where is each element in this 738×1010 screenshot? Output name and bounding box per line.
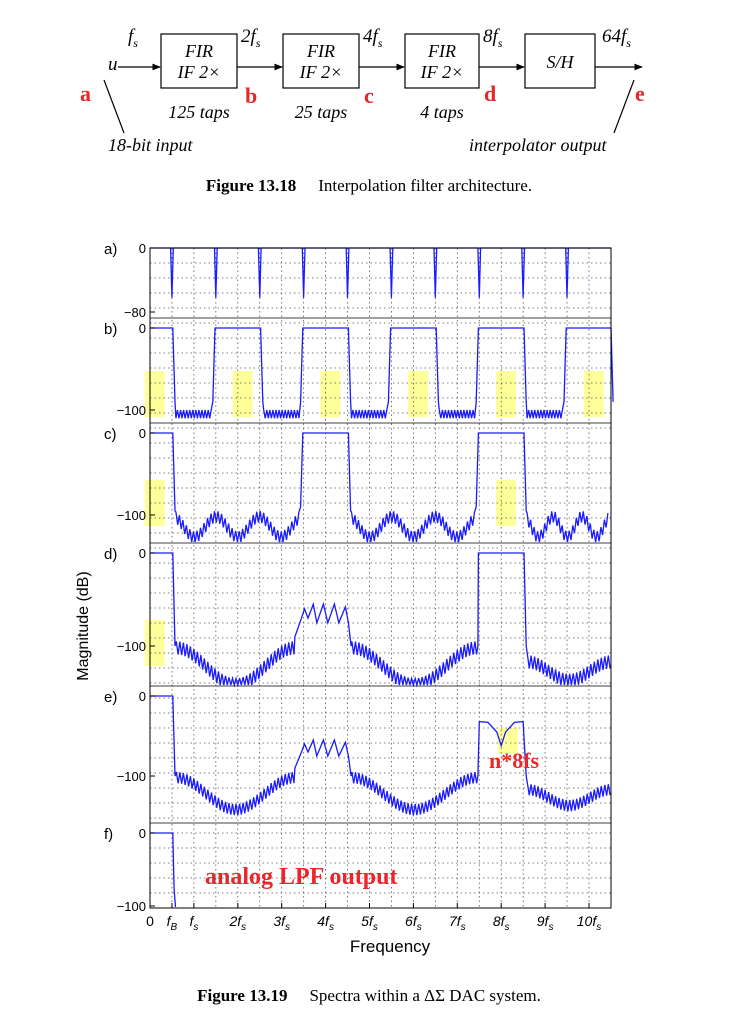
fir-block-2-subtitle: IF 2× bbox=[299, 62, 343, 82]
sample-hold-block bbox=[524, 33, 596, 89]
output-description: interpolator output bbox=[469, 135, 608, 155]
x-tick-label: 6fs bbox=[405, 913, 422, 933]
y-tick-label: −100 bbox=[117, 403, 146, 418]
fir-block-3-title: FIR bbox=[427, 41, 456, 61]
image-highlight bbox=[495, 371, 516, 417]
image-highlight bbox=[583, 371, 604, 417]
y-tick-label: 0 bbox=[139, 426, 146, 441]
panel-label: a) bbox=[104, 241, 117, 258]
y-tick-label: −100 bbox=[117, 769, 146, 784]
panel-label: e) bbox=[104, 689, 117, 706]
x-tick-label: 5fs bbox=[361, 913, 378, 933]
fir-block-2-taps: 25 taps bbox=[295, 102, 348, 122]
sample-hold-title: S/H bbox=[547, 52, 575, 72]
input-description: 18-bit input bbox=[108, 135, 193, 155]
y-tick-label: −100 bbox=[117, 508, 146, 523]
analog-lpf-annotation: analog LPF output bbox=[205, 864, 397, 890]
x-axis-title: Frequency bbox=[350, 937, 431, 956]
rate-label-3: 4fs bbox=[363, 26, 383, 50]
y-axis-title: Magnitude (dB) bbox=[75, 571, 92, 680]
spectrum-trace bbox=[150, 552, 611, 688]
plot-frame bbox=[149, 247, 612, 909]
image-highlight bbox=[144, 620, 165, 666]
x-tick-label: 4fs bbox=[317, 913, 334, 933]
x-tick-label: fB bbox=[167, 913, 178, 933]
x-tick-label: 2fs bbox=[228, 913, 246, 933]
figure-13-19-text: Spectra within a ΔΣ DAC system. bbox=[309, 986, 541, 1005]
y-tick-label: 0 bbox=[139, 546, 146, 561]
figure-13-18-text: Interpolation filter architecture. bbox=[318, 176, 533, 195]
node-label-a: a bbox=[80, 81, 91, 106]
fir-block-1-subtitle: IF 2× bbox=[177, 62, 221, 82]
fir-block-3-taps: 4 taps bbox=[420, 102, 464, 122]
panel-label: c) bbox=[104, 426, 117, 443]
panel-label: f) bbox=[104, 826, 113, 843]
node-label-c: c bbox=[364, 83, 374, 108]
panel-label: d) bbox=[104, 546, 117, 563]
fir-block-2 bbox=[282, 33, 360, 89]
fir-block-3-subtitle: IF 2× bbox=[420, 62, 464, 82]
fir-block-3 bbox=[404, 33, 480, 89]
node-label-e: e bbox=[635, 81, 645, 106]
panel-label: b) bbox=[104, 321, 117, 338]
x-tick-label: 10fs bbox=[577, 913, 601, 933]
y-tick-label: −100 bbox=[117, 899, 146, 914]
x-tick-label: 8fs bbox=[493, 913, 510, 933]
y-tick-label: −80 bbox=[124, 305, 146, 320]
y-tick-label: 0 bbox=[139, 321, 146, 336]
image-highlight bbox=[232, 371, 253, 417]
interpolation-architecture-diagram: FIR IF 2× FIR IF 2× FIR IF 2× S/H 125 ta… bbox=[80, 26, 645, 155]
y-tick-label: 0 bbox=[139, 241, 146, 256]
spectrum-trace bbox=[150, 247, 611, 298]
x-tick-label: 7fs bbox=[449, 913, 466, 933]
x-tick-label: fs bbox=[189, 913, 198, 933]
figure-13-19-caption: Figure 13.19 Spectra within a ΔΣ DAC syst… bbox=[0, 986, 738, 1006]
fir-block-2-title: FIR bbox=[306, 41, 335, 61]
figure-13-18-number: Figure 13.18 bbox=[205, 176, 297, 195]
n-8fs-annotation: n*8fs bbox=[489, 748, 540, 773]
x-tick-label: 0 bbox=[146, 913, 154, 929]
figure-13-18-caption: Figure 13.18 Interpolation filter archite… bbox=[0, 176, 738, 196]
spectrum-trace bbox=[150, 432, 609, 543]
image-highlight bbox=[320, 371, 341, 417]
fir-block-1-taps: 125 taps bbox=[168, 102, 230, 122]
y-tick-label: 0 bbox=[139, 689, 146, 704]
x-tick-label: 3fs bbox=[273, 913, 290, 933]
spectrum-trace bbox=[150, 832, 177, 908]
input-symbol: u bbox=[108, 54, 118, 75]
image-highlight bbox=[497, 728, 518, 754]
spectrum-trace bbox=[150, 327, 614, 419]
rate-label-4: 8fs bbox=[483, 26, 503, 50]
signal-path bbox=[103, 63, 643, 134]
node-label-d: d bbox=[484, 81, 496, 106]
node-label-b: b bbox=[245, 83, 257, 108]
image-highlight bbox=[408, 371, 429, 417]
x-tick-label: 9fs bbox=[537, 913, 554, 933]
spectrum-trace bbox=[150, 695, 611, 816]
y-tick-label: −100 bbox=[117, 639, 146, 654]
fir-block-1-title: FIR bbox=[184, 41, 213, 61]
rate-label-5: 64fs bbox=[602, 26, 631, 50]
rate-label-2: 2fs bbox=[241, 26, 261, 50]
y-tick-label: 0 bbox=[139, 826, 146, 841]
rate-label-1: fs bbox=[128, 26, 138, 50]
fir-block-1 bbox=[160, 33, 238, 89]
figure-13-19-number: Figure 13.19 bbox=[197, 986, 288, 1005]
